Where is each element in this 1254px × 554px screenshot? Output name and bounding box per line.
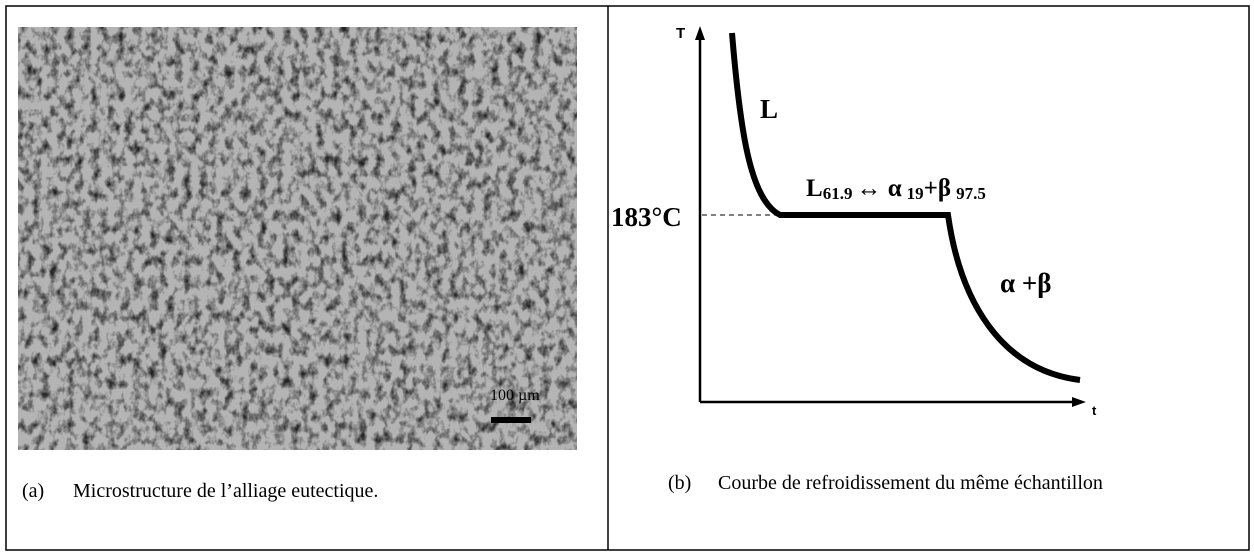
x-arrow [1072,397,1086,407]
reaction-sub: 61.9 [823,184,853,203]
x-axis-label: t [1092,403,1097,418]
micrograph-texture [18,27,577,450]
caption: Courbe de refroidissement du même échant… [718,472,1103,494]
reaction-sub: 19 [907,184,924,203]
liquid-label: L [760,94,778,124]
reaction-sub: 97.5 [956,184,986,203]
scale-bar [491,417,531,423]
scale-label: 100 µm [490,387,540,404]
reaction-part: +β [924,175,951,202]
caption-tag: (b) [668,472,691,494]
caption-tag: (a) [22,480,44,502]
reaction-part: ↔ α [856,175,901,202]
y-arrow [695,26,705,40]
y-axis-label: T [676,25,685,42]
solid-label: α +β [1000,268,1051,298]
caption: Microstructure de l’alliage eutectique. [73,480,378,502]
table-border [5,5,1250,551]
temperature-label: 183°C [611,202,682,232]
reaction-part: L [806,175,823,202]
reaction-label: L61.9 ↔ α 19+β 97.5 [806,175,986,203]
cooling-curve [729,32,1081,383]
